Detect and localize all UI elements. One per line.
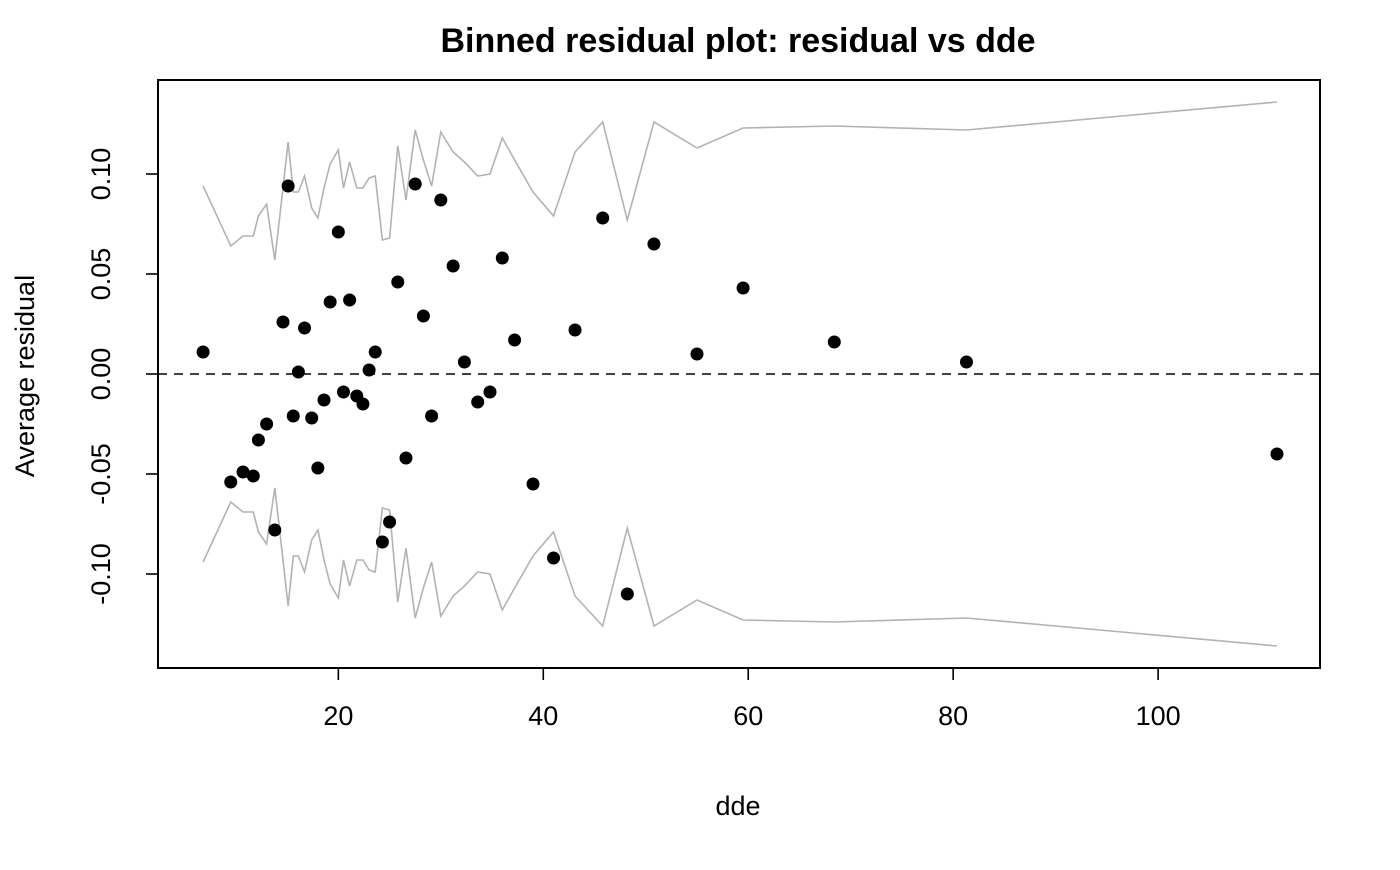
y-tick-label: -0.05 bbox=[86, 443, 116, 505]
y-axis-label: Average residual bbox=[10, 275, 40, 477]
data-point bbox=[311, 461, 325, 475]
x-tick-label: 100 bbox=[1136, 701, 1181, 731]
data-point bbox=[224, 475, 238, 489]
data-point bbox=[446, 259, 460, 273]
data-point bbox=[291, 365, 305, 379]
data-point bbox=[416, 309, 430, 323]
data-point bbox=[568, 323, 582, 337]
data-point bbox=[827, 335, 841, 349]
data-point bbox=[647, 237, 661, 251]
data-point bbox=[959, 355, 973, 369]
data-point bbox=[399, 451, 413, 465]
data-point bbox=[281, 179, 295, 193]
data-point bbox=[736, 281, 750, 295]
data-point bbox=[323, 295, 337, 309]
data-point bbox=[251, 433, 265, 447]
data-point bbox=[317, 393, 331, 407]
upper-bound-line bbox=[202, 101, 1278, 261]
data-point bbox=[343, 293, 357, 307]
y-tick-label: 0.00 bbox=[86, 348, 116, 401]
data-point bbox=[596, 211, 610, 225]
y-tick-label: 0.05 bbox=[86, 248, 116, 301]
data-point bbox=[526, 477, 540, 491]
x-tick-label: 20 bbox=[323, 701, 353, 731]
data-point bbox=[260, 417, 274, 431]
data-point bbox=[331, 225, 345, 239]
data-point bbox=[547, 551, 561, 565]
data-point bbox=[362, 363, 376, 377]
data-point bbox=[383, 515, 397, 529]
data-point bbox=[483, 385, 497, 399]
y-tick-label: 0.10 bbox=[86, 148, 116, 201]
data-point bbox=[336, 385, 350, 399]
data-point bbox=[268, 523, 282, 537]
data-point bbox=[425, 409, 439, 423]
axes-layer: 20 40 60 80 100 -0.10 -0.05 0.00 0.05 0.10 bbox=[86, 79, 1321, 731]
data-point bbox=[457, 355, 471, 369]
data-point bbox=[246, 469, 260, 483]
chart-title: Binned residual plot: residual vs dde bbox=[440, 22, 1035, 60]
y-tick-label: -0.10 bbox=[86, 543, 116, 605]
lower-bound-line bbox=[202, 487, 1278, 647]
data-point bbox=[236, 465, 250, 479]
data-point bbox=[495, 251, 509, 265]
data-point bbox=[1270, 447, 1284, 461]
data-point bbox=[690, 347, 704, 361]
data-point bbox=[305, 411, 319, 425]
data-point bbox=[298, 321, 312, 335]
data-point bbox=[408, 177, 422, 191]
bounds-layer bbox=[202, 101, 1278, 647]
x-tick-label: 60 bbox=[733, 701, 763, 731]
data-point bbox=[620, 587, 634, 601]
data-point bbox=[375, 535, 389, 549]
data-point bbox=[471, 395, 485, 409]
data-point bbox=[276, 315, 290, 329]
data-point bbox=[196, 345, 210, 359]
x-axis-label: dde bbox=[715, 791, 760, 821]
data-point bbox=[434, 193, 448, 207]
data-point bbox=[391, 275, 405, 289]
x-tick-label: 80 bbox=[938, 701, 968, 731]
data-point bbox=[356, 397, 370, 411]
points-layer bbox=[196, 177, 1284, 601]
data-point bbox=[508, 333, 522, 347]
data-point bbox=[368, 345, 382, 359]
data-point bbox=[286, 409, 300, 423]
x-tick-label: 40 bbox=[528, 701, 558, 731]
